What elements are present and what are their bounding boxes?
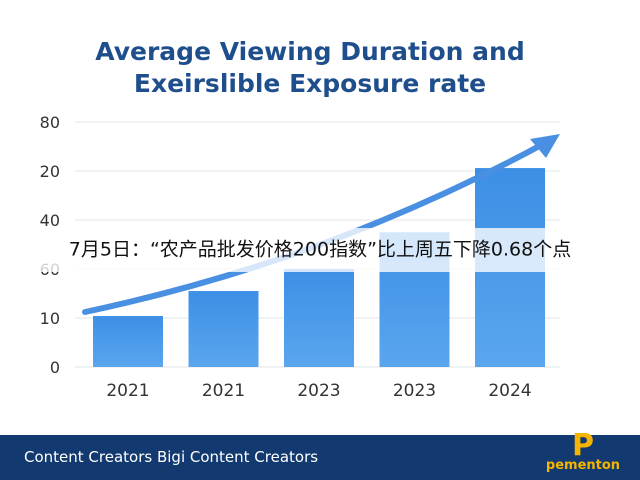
y-tick-label: 0	[50, 358, 60, 377]
x-tick-label: 2021	[106, 381, 149, 401]
footer-bar	[0, 435, 640, 480]
y-tick-label: 40	[40, 211, 60, 230]
x-tick-label: 2024	[488, 381, 531, 401]
chart-title: Average Viewing Duration and	[95, 37, 524, 66]
chart-title: Exeirslible Exposure rate	[134, 69, 486, 98]
x-tick-label: 2023	[297, 381, 340, 401]
footer-text: Content Creators Bigi Content Creators	[24, 448, 318, 466]
arrow-head	[530, 134, 560, 158]
y-tick-label: 20	[40, 162, 60, 181]
bar	[188, 291, 259, 367]
bar	[93, 316, 163, 367]
logo-text: pementon	[546, 458, 620, 473]
logo-mark: P	[572, 428, 594, 463]
banner-bg	[0, 228, 640, 272]
y-tick-label: 80	[40, 113, 60, 132]
x-tick-label: 2021	[202, 381, 245, 401]
x-tick-label: 2023	[393, 381, 436, 401]
banner-text: 7月5日：“农产品批发价格200指数”比上周五下降0.68个点	[69, 239, 571, 261]
y-tick-label: 10	[40, 309, 60, 328]
bar	[284, 269, 354, 367]
